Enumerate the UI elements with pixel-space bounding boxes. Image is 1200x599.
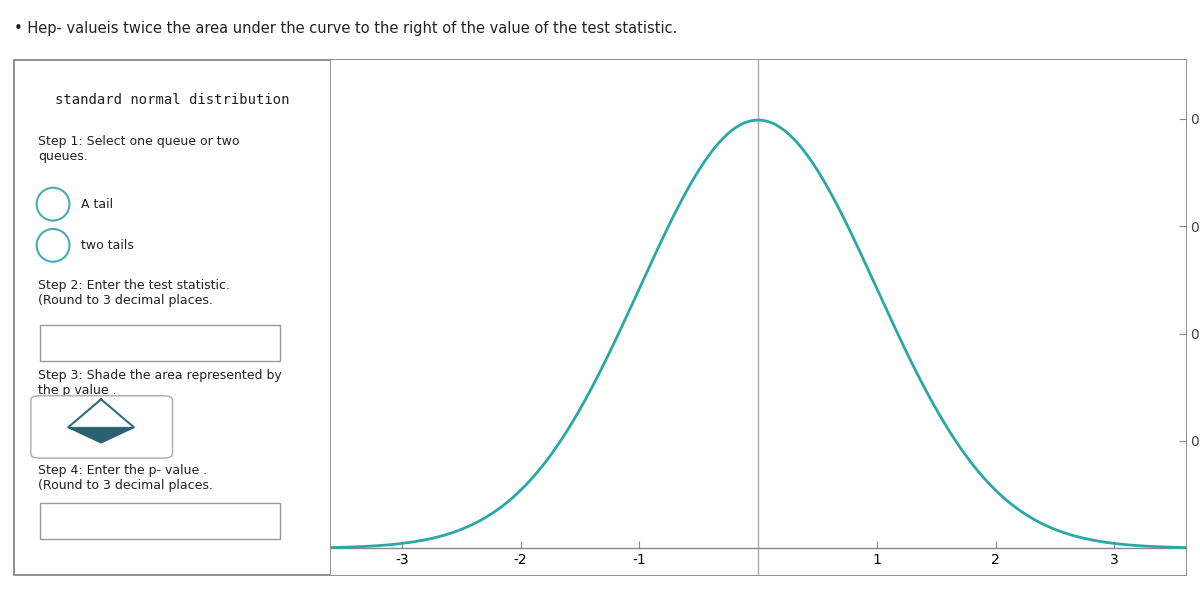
Text: Step 4: Enter the p- value .
(Round to 3 decimal places.: Step 4: Enter the p- value . (Round to 3… [38,464,212,492]
Text: standard normal distribution: standard normal distribution [55,93,289,107]
Text: A tail: A tail [82,198,113,211]
Text: • Hep- valueis twice the area under the curve to the right of the value of the t: • Hep- valueis twice the area under the … [14,21,678,36]
Text: Step 2: Enter the test statistic.
(Round to 3 decimal places.: Step 2: Enter the test statistic. (Round… [38,279,230,307]
Polygon shape [68,427,134,443]
Text: two tails: two tails [82,239,134,252]
Text: Step 3: Shade the area represented by
the p value .: Step 3: Shade the area represented by th… [38,369,282,397]
FancyBboxPatch shape [14,60,331,575]
FancyBboxPatch shape [40,503,281,539]
FancyBboxPatch shape [40,325,281,361]
Text: Step 1: Select one queue or two
queues.: Step 1: Select one queue or two queues. [38,135,239,162]
FancyBboxPatch shape [14,60,1186,575]
FancyBboxPatch shape [31,396,173,458]
